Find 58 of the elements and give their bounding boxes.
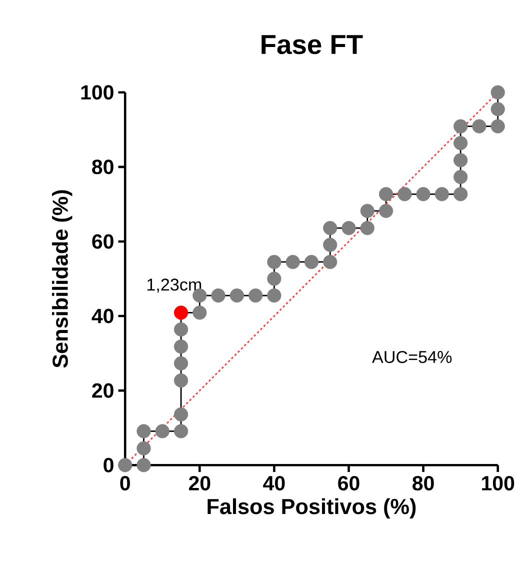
y-axis-title: Sensibilidade (%) xyxy=(52,190,72,368)
point xyxy=(304,254,319,270)
point xyxy=(136,424,151,438)
point xyxy=(174,306,188,320)
y-tick-label: 80 xyxy=(92,160,114,174)
point xyxy=(248,288,263,303)
annotation: AUC=54% xyxy=(372,350,452,364)
point xyxy=(230,288,244,303)
x-tick-label: 20 xyxy=(188,476,210,490)
point xyxy=(453,119,468,134)
point xyxy=(490,102,505,116)
point xyxy=(192,306,207,320)
point xyxy=(136,458,151,472)
point xyxy=(267,272,282,286)
point xyxy=(323,254,338,270)
annotation: 1,23cm xyxy=(147,278,202,293)
point xyxy=(174,322,188,337)
x-tick-label: 40 xyxy=(263,476,285,490)
point xyxy=(360,204,374,218)
point xyxy=(267,288,282,303)
point xyxy=(378,204,394,218)
point xyxy=(174,356,188,370)
point xyxy=(490,85,505,100)
point xyxy=(472,119,486,134)
point xyxy=(174,407,188,422)
y-tick-label: 0 xyxy=(104,458,114,472)
point xyxy=(453,170,468,184)
point xyxy=(378,187,394,202)
point xyxy=(360,220,374,236)
point xyxy=(323,238,338,252)
point xyxy=(398,187,412,202)
point xyxy=(453,153,468,168)
x-tick-label: 60 xyxy=(338,476,360,490)
point xyxy=(453,187,468,202)
point xyxy=(342,220,356,236)
y-tick-label: 40 xyxy=(92,308,114,324)
x-tick-label: 80 xyxy=(412,476,434,490)
point xyxy=(323,220,338,236)
point xyxy=(118,458,132,472)
chart-title: Fase FT xyxy=(262,35,363,54)
y-tick-label: 20 xyxy=(92,383,114,398)
point xyxy=(416,187,430,202)
y-tick-label: 60 xyxy=(92,234,114,249)
point xyxy=(174,340,188,354)
point xyxy=(136,441,151,456)
x-tick-label: 100 xyxy=(482,476,514,490)
point xyxy=(434,187,449,202)
point xyxy=(267,254,282,270)
x-tick-label: 0 xyxy=(120,476,130,490)
point xyxy=(286,254,300,270)
point xyxy=(490,119,505,134)
x-axis-title: Falsos Positivos (%) xyxy=(208,498,416,518)
point xyxy=(453,136,468,150)
point xyxy=(155,424,170,438)
y-tick-label: 100 xyxy=(81,85,114,100)
point xyxy=(174,424,188,438)
point xyxy=(174,373,188,388)
point xyxy=(211,288,226,303)
